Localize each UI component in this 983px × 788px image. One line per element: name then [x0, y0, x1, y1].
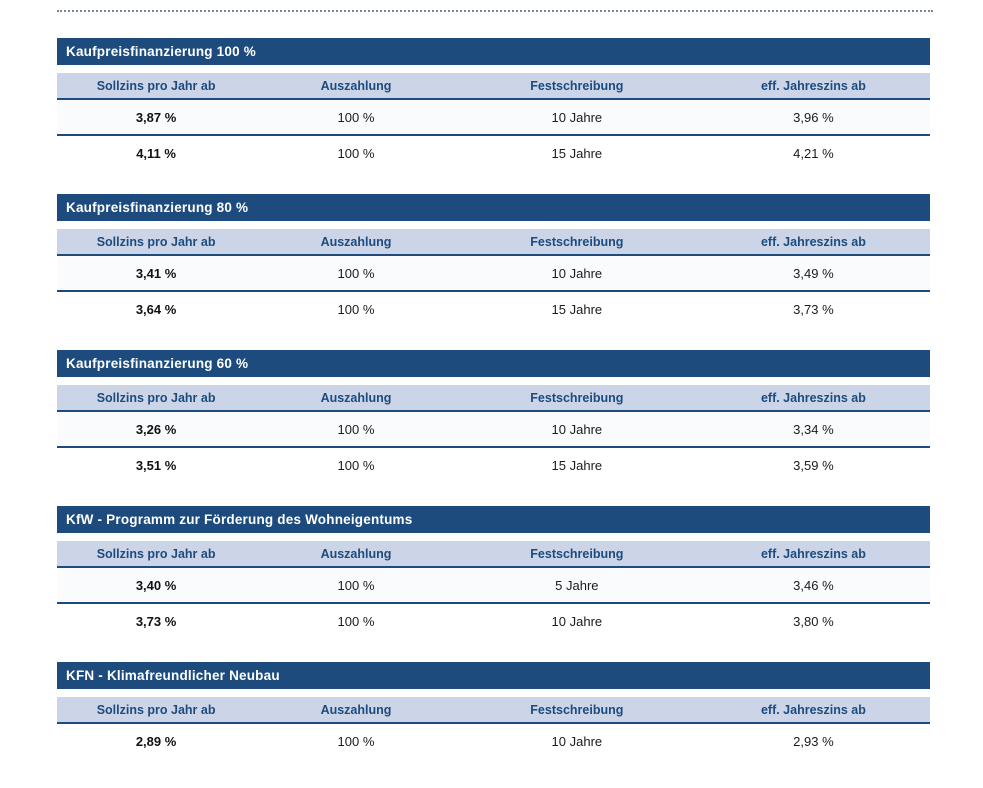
- table-title-bar: KFN - Klimafreundlicher Neubau: [57, 662, 930, 689]
- column-header: eff. Jahreszins ab: [760, 234, 866, 249]
- table-row: 3,87 % 100 % 10 Jahre 3,96 %: [57, 100, 930, 136]
- column-header: Festschreibung: [530, 234, 624, 249]
- table-cell: 3,51 %: [135, 458, 177, 473]
- table-cell: 5 Jahre: [555, 577, 599, 593]
- table-cell: 15 Jahre: [551, 302, 603, 317]
- table-cell: 3,80 %: [793, 614, 834, 629]
- rate-table: Kaufpreisfinanzierung 80 % Sollzins pro J…: [57, 194, 930, 327]
- table-cell: 3,64 %: [135, 302, 177, 317]
- table-row: 2,89 % 100 % 10 Jahre 2,93 %: [57, 724, 930, 759]
- table-cell: 100 %: [337, 458, 375, 473]
- column-header-row: Sollzins pro Jahr ab Auszahlung Festschrei…: [57, 541, 930, 568]
- table-cell: 3,59 %: [793, 458, 834, 473]
- table-cell: 2,89 %: [135, 734, 177, 749]
- column-header-row: Sollzins pro Jahr ab Auszahlung Festschrei…: [57, 385, 930, 412]
- column-header: Auszahlung: [320, 234, 392, 249]
- rate-table: KfW - Programm zur Förderung des Wohneig…: [57, 506, 930, 639]
- table-cell: 3,46 %: [793, 577, 834, 593]
- column-header: Festschreibung: [530, 78, 624, 93]
- rate-tables: Kaufpreisfinanzierung 100 % Sollzins pro …: [57, 38, 930, 782]
- table-cell: 3,41 %: [135, 265, 177, 281]
- column-header: Festschreibung: [530, 546, 624, 561]
- table-cell: 3,34 %: [793, 421, 834, 437]
- table-row: 3,64 % 100 % 15 Jahre 3,73 %: [57, 292, 930, 327]
- table-cell: 10 Jahre: [551, 265, 603, 281]
- table-cell: 15 Jahre: [551, 146, 603, 161]
- table-cell: 10 Jahre: [551, 109, 603, 125]
- rate-table: Kaufpreisfinanzierung 60 % Sollzins pro J…: [57, 350, 930, 483]
- table-cell: 3,40 %: [135, 577, 177, 593]
- table-row: 3,40 % 100 % 5 Jahre 3,46 %: [57, 568, 930, 604]
- table-title-bar: Kaufpreisfinanzierung 100 %: [57, 38, 930, 65]
- column-header: Sollzins pro Jahr ab: [96, 546, 216, 561]
- dotted-divider: [57, 10, 933, 12]
- column-header: Sollzins pro Jahr ab: [96, 234, 216, 249]
- table-cell: 100 %: [337, 577, 375, 593]
- table-cell: 10 Jahre: [551, 421, 603, 437]
- column-header: Auszahlung: [320, 702, 392, 717]
- table-cell: 15 Jahre: [551, 458, 603, 473]
- table-cell: 4,21 %: [793, 146, 834, 161]
- table-cell: 3,49 %: [793, 265, 834, 281]
- table-row: 3,41 % 100 % 10 Jahre 3,49 %: [57, 256, 930, 292]
- table-cell: 100 %: [337, 734, 375, 749]
- table-cell: 100 %: [337, 265, 375, 281]
- table-cell: 3,73 %: [793, 302, 834, 317]
- table-row: 4,11 % 100 % 15 Jahre 4,21 %: [57, 136, 930, 171]
- table-cell: 2,93 %: [793, 734, 834, 749]
- column-header: Auszahlung: [320, 390, 392, 405]
- table-title-bar: Kaufpreisfinanzierung 80 %: [57, 194, 930, 221]
- column-header-row: Sollzins pro Jahr ab Auszahlung Festschrei…: [57, 73, 930, 100]
- column-header-row: Sollzins pro Jahr ab Auszahlung Festschrei…: [57, 229, 930, 256]
- column-header: Sollzins pro Jahr ab: [96, 702, 216, 717]
- column-header: Auszahlung: [320, 546, 392, 561]
- table-cell: 100 %: [337, 421, 375, 437]
- column-header: eff. Jahreszins ab: [760, 546, 866, 561]
- table-cell: 100 %: [337, 109, 375, 125]
- table-row: 3,26 % 100 % 10 Jahre 3,34 %: [57, 412, 930, 448]
- table-cell: 10 Jahre: [551, 734, 603, 749]
- column-header: Sollzins pro Jahr ab: [96, 390, 216, 405]
- column-header: Festschreibung: [530, 390, 624, 405]
- column-header: Sollzins pro Jahr ab: [96, 78, 216, 93]
- table-row: 3,51 % 100 % 15 Jahre 3,59 %: [57, 448, 930, 483]
- table-row: 3,73 % 100 % 10 Jahre 3,80 %: [57, 604, 930, 639]
- table-title-bar: KfW - Programm zur Förderung des Wohneig…: [57, 506, 930, 533]
- table-cell: 100 %: [337, 302, 375, 317]
- table-title-bar: Kaufpreisfinanzierung 60 %: [57, 350, 930, 377]
- table-cell: 3,96 %: [793, 109, 834, 125]
- column-header: eff. Jahreszins ab: [760, 702, 866, 717]
- column-header: eff. Jahreszins ab: [760, 78, 866, 93]
- table-cell: 100 %: [337, 146, 375, 161]
- table-cell: 10 Jahre: [551, 614, 603, 629]
- column-header-row: Sollzins pro Jahr ab Auszahlung Festschrei…: [57, 697, 930, 724]
- column-header: Auszahlung: [320, 78, 392, 93]
- column-header: Festschreibung: [530, 702, 624, 717]
- column-header: eff. Jahreszins ab: [760, 390, 866, 405]
- table-cell: 100 %: [337, 614, 375, 629]
- table-cell: 3,87 %: [135, 109, 177, 125]
- rate-table: Kaufpreisfinanzierung 100 % Sollzins pro …: [57, 38, 930, 171]
- table-cell: 3,26 %: [135, 421, 177, 437]
- table-cell: 3,73 %: [135, 614, 177, 629]
- rate-table: KFN - Klimafreundlicher Neubau Sollzins p…: [57, 662, 930, 759]
- table-cell: 4,11 %: [136, 146, 176, 161]
